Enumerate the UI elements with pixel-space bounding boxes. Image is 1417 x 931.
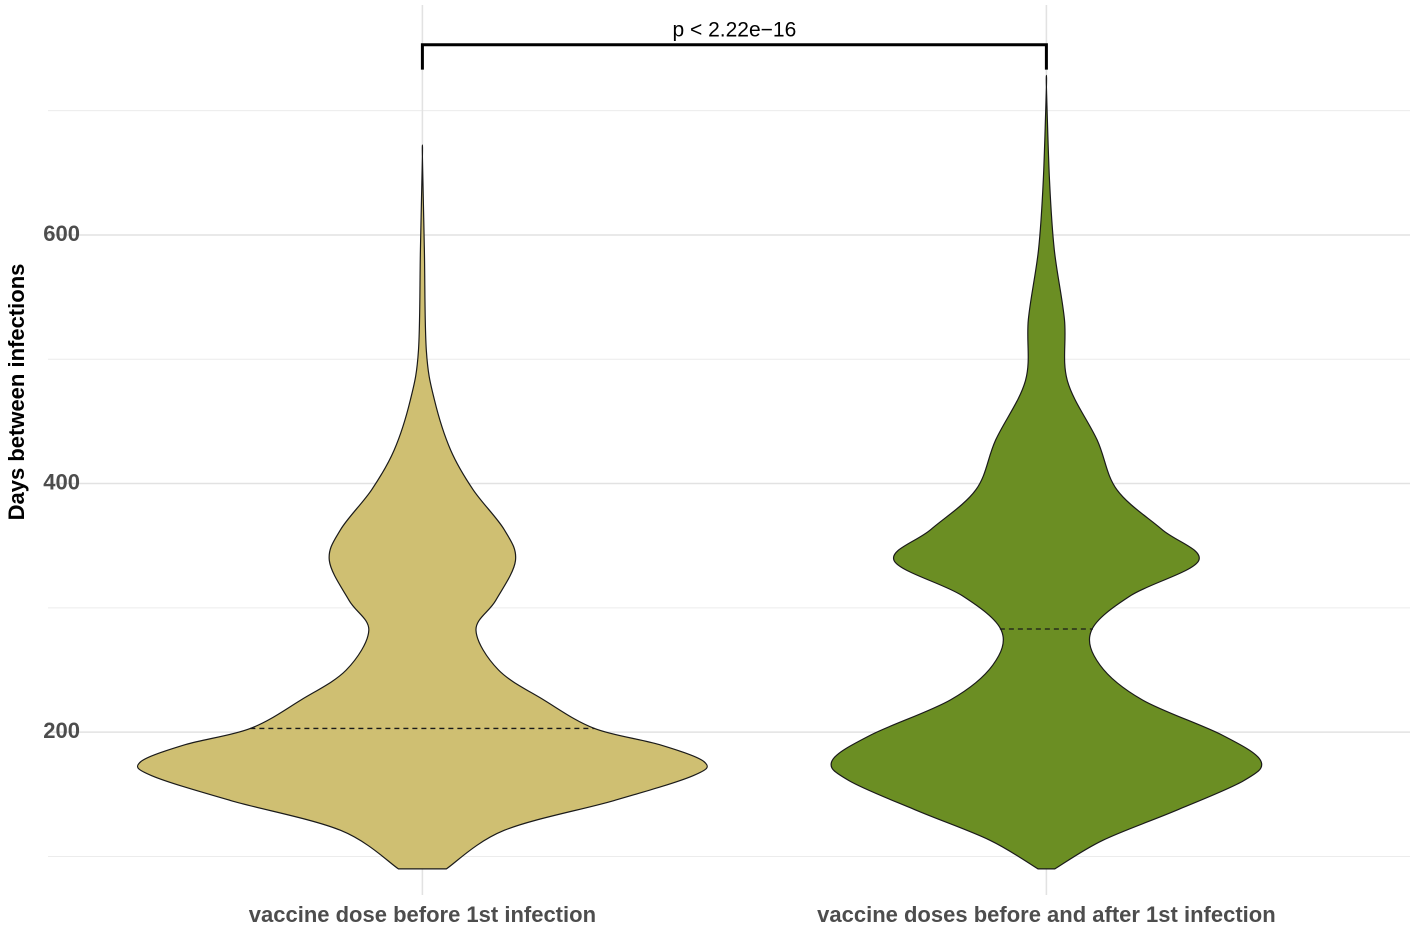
violin [830, 74, 1263, 870]
x-tick-label: vaccine dose before 1st infection [249, 902, 596, 927]
comparison-label: p < 2.22e−16 [673, 18, 797, 41]
violin [136, 144, 708, 870]
x-tick-label: vaccine doses before and after 1st infec… [817, 902, 1275, 927]
y-tick-label: 600 [43, 221, 80, 246]
comparison-bracket [420, 43, 1048, 70]
y-axis-title: Days between infections [4, 264, 29, 521]
y-tick-label: 200 [43, 718, 80, 743]
y-tick-label: 400 [43, 469, 80, 494]
